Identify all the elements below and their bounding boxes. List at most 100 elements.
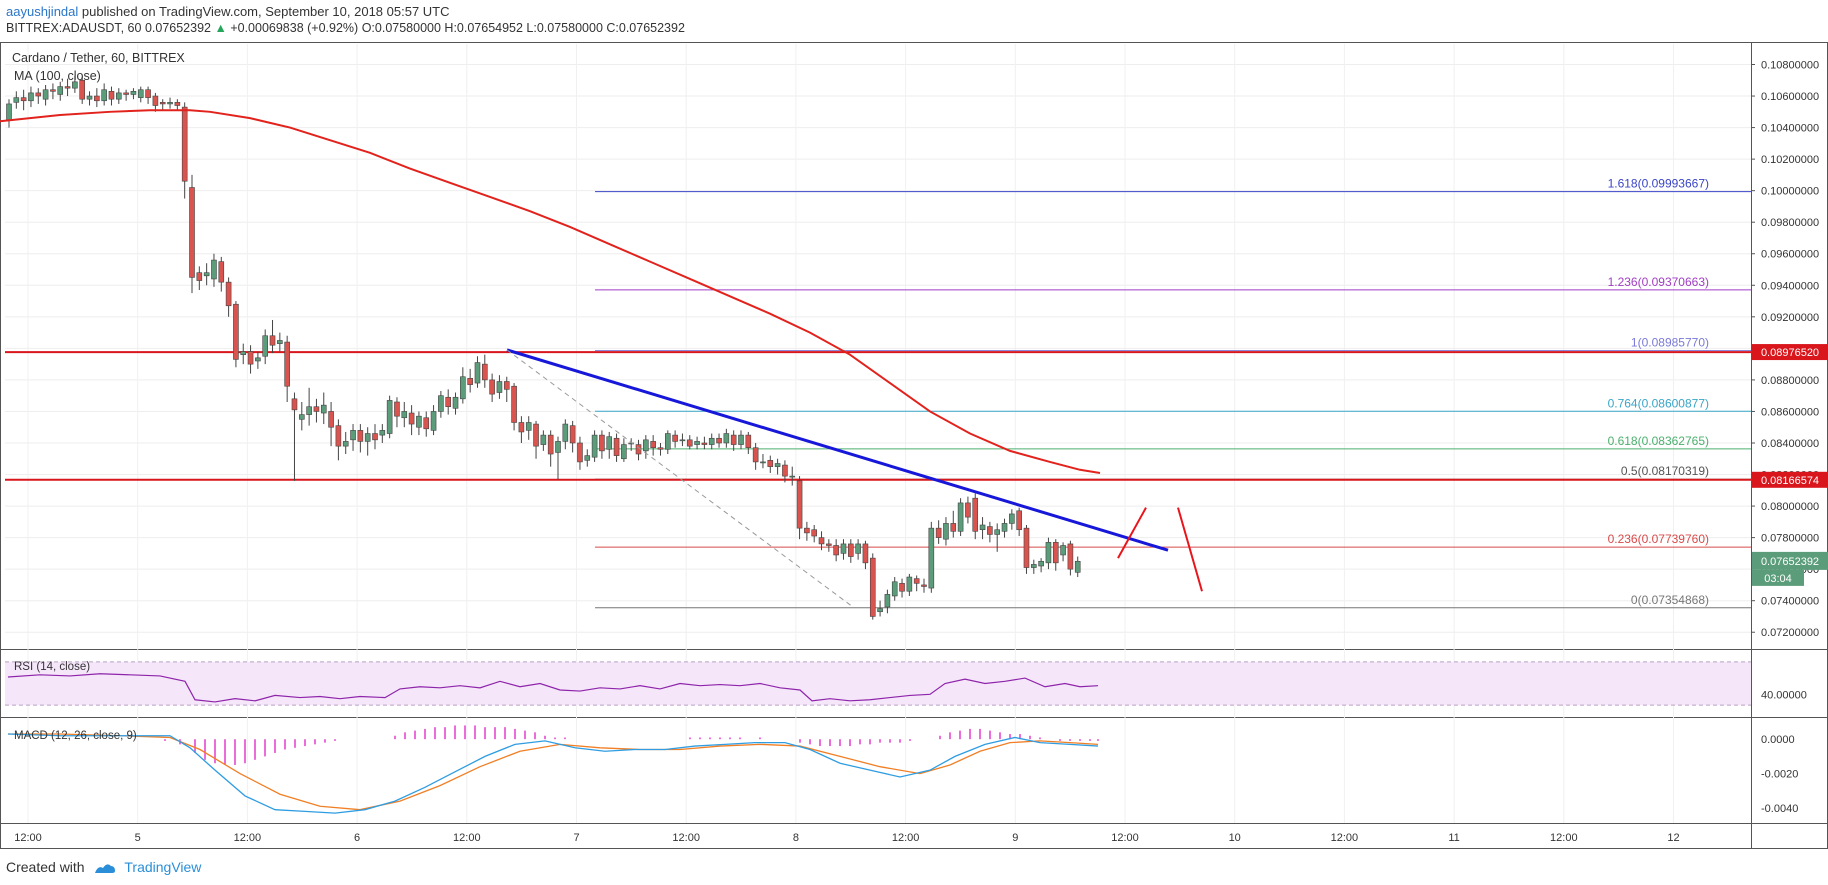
price-tick-label: 0.10200000 <box>1761 154 1819 166</box>
time-tick-label: 12:00 <box>892 832 920 844</box>
candle-up <box>416 415 422 428</box>
candle-down <box>569 425 576 444</box>
fib-level-label: 1(0.08985770) <box>1631 336 1709 350</box>
candle-up <box>167 102 173 105</box>
chart-overlays <box>0 109 1203 608</box>
fib-level-label: 0(0.07354868) <box>1631 593 1709 607</box>
candle-up <box>364 433 371 442</box>
candle-up <box>101 89 107 102</box>
candle-down <box>869 557 876 617</box>
macd-tick-label: -0.0020 <box>1761 769 1798 781</box>
candle-down <box>181 106 188 182</box>
price-tick-label: 0.08600000 <box>1761 406 1819 418</box>
candle-up <box>664 433 671 450</box>
support-resistance-lines <box>5 351 1751 481</box>
chart-frame <box>0 42 1828 849</box>
candle-down <box>291 398 298 411</box>
candle-up <box>957 502 964 532</box>
candle-down <box>686 439 693 447</box>
candle-down <box>511 385 517 423</box>
time-tick-label: 8 <box>793 832 799 844</box>
candle-up <box>540 434 547 445</box>
candle-down <box>445 396 452 408</box>
candle-up <box>555 441 561 453</box>
candle-up <box>789 475 796 478</box>
candle-down <box>950 523 957 532</box>
fib-level-label: 1.236(0.09370663) <box>1608 275 1709 289</box>
candle-down <box>152 95 159 106</box>
moving-average-line <box>0 109 1101 474</box>
candle-down <box>599 434 605 452</box>
price-tick-label: 0.08800000 <box>1761 375 1819 387</box>
candle-down <box>159 102 166 105</box>
fib-level-label: 0.236(0.07739760) <box>1608 532 1709 546</box>
candle-up <box>584 455 591 461</box>
candle-up <box>86 95 93 100</box>
candle-down <box>20 97 27 102</box>
time-tick-label: 12:00 <box>453 832 481 844</box>
candle-down <box>284 341 290 387</box>
candle-down <box>467 378 473 385</box>
time-tick-label: 12:00 <box>1331 832 1359 844</box>
candle-up <box>943 523 949 540</box>
candle-up <box>621 444 627 460</box>
candle-up <box>591 434 598 458</box>
candle-up <box>525 422 532 431</box>
price-tick-label: 0.08400000 <box>1761 438 1819 450</box>
candle-up <box>438 395 444 412</box>
candle-down <box>50 89 56 92</box>
tradingview-link[interactable]: TradingView <box>124 859 202 875</box>
candle-down <box>64 86 71 89</box>
candle-down <box>394 401 400 417</box>
candle-down <box>189 187 195 278</box>
countdown-tag <box>1752 569 1804 586</box>
price-tick-label: 0.10400000 <box>1761 123 1819 135</box>
candle-up <box>130 91 137 95</box>
candle-up <box>211 259 217 280</box>
time-tick-label: 9 <box>1012 832 1018 844</box>
publish-info: published on TradingView.com, September … <box>81 4 450 19</box>
level-price-tag <box>1752 344 1828 361</box>
candle-down <box>913 578 920 584</box>
candle-down <box>357 430 364 442</box>
candle-down <box>899 583 905 592</box>
time-tick-label: 12:00 <box>14 832 42 844</box>
fib-level-label: 0.764(0.08600877) <box>1608 396 1709 410</box>
candle-down <box>372 433 378 441</box>
symbol-line: BITTREX:ADAUSDT, 60 0.07652392 ▲ +0.0006… <box>6 21 685 35</box>
chart-header: aayushjindal published on TradingView.co… <box>0 0 1828 36</box>
candle-down <box>847 543 854 557</box>
candle-up <box>42 89 49 100</box>
candle-up <box>401 411 408 419</box>
candle-down <box>233 303 239 360</box>
candle-up <box>760 461 766 464</box>
change-up-icon: ▲ <box>214 21 227 35</box>
tradingview-logo-icon <box>95 864 116 874</box>
candle-up <box>240 351 247 355</box>
candle-up <box>6 103 12 120</box>
candle-up <box>350 430 356 441</box>
candle-up <box>1031 564 1037 568</box>
candle-down <box>503 381 510 390</box>
candle-up <box>72 81 78 89</box>
candle-down <box>577 442 583 463</box>
macd-legend: MACD (12, 26, close, 9) <box>14 730 137 742</box>
candle-down <box>481 363 488 381</box>
candle-up <box>906 576 913 592</box>
price-tick-label: 0.10000000 <box>1761 186 1819 198</box>
time-tick-label: 12:00 <box>1550 832 1578 844</box>
candle-up <box>496 381 503 393</box>
publish-line: aayushjindal published on TradingView.co… <box>6 4 450 19</box>
candle-down <box>174 102 181 106</box>
pair-legend: Cardano / Tether, 60, BITTREX <box>12 51 185 65</box>
candle-up <box>1038 560 1044 567</box>
candle-down <box>1016 510 1022 531</box>
price-tick-label: 0.09600000 <box>1761 249 1819 261</box>
author-link[interactable]: aayushjindal <box>6 4 79 19</box>
time-tick-label: 11 <box>1448 832 1459 844</box>
price-tick-label: 0.09200000 <box>1761 312 1819 324</box>
candle-up <box>877 608 883 613</box>
candle-down <box>335 425 342 447</box>
candle-up <box>994 529 1001 535</box>
